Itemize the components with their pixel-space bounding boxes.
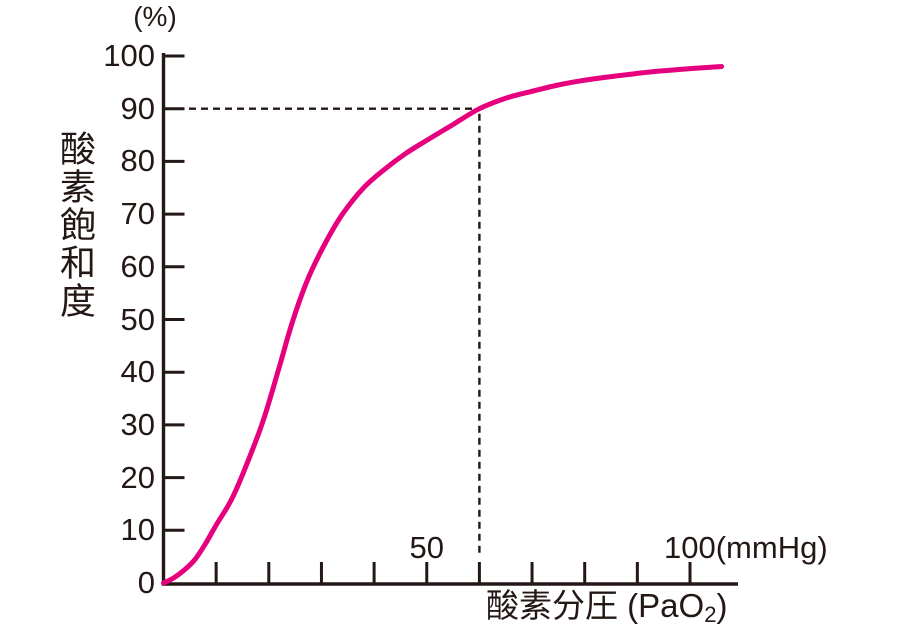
y-tick-label: 60 (120, 248, 155, 284)
y-tick-label: 40 (120, 354, 155, 390)
y-tick-label: 50 (120, 301, 155, 337)
oxygen-dissociation-curve (161, 64, 725, 586)
x-tick-label-50: 50 (409, 530, 444, 565)
y-tick-label: 30 (120, 406, 155, 442)
y-axis-unit-label: (%) (133, 1, 177, 32)
y-tick-label: 10 (120, 512, 155, 548)
y-tick-label: 70 (120, 196, 155, 232)
x-axis-title-subscript: 2 (704, 602, 717, 627)
y-tick-label: 20 (120, 459, 155, 495)
x-tick-label-100: 100 (664, 530, 716, 565)
x-axis-title: 酸素分圧 (PaO2) (486, 586, 727, 630)
y-tick-label: 80 (120, 143, 155, 179)
y-tick-label: 0 (137, 565, 155, 600)
y-tick-label: 100 (103, 38, 155, 73)
y-axis-title: 酸素飽和度 (55, 130, 96, 320)
y-tick-label: 90 (120, 90, 155, 126)
x-axis-title-close: ) (716, 587, 728, 624)
x-axis-unit-label: (mmHg) (715, 530, 828, 565)
x-axis-title-text: 酸素分圧 (PaO (486, 587, 705, 624)
x-tick-label-100-with-unit: 100(mmHg) (664, 531, 828, 565)
